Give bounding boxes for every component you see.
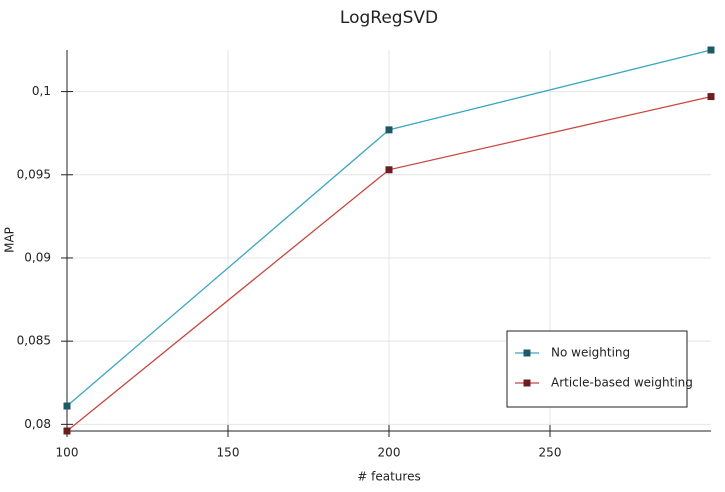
point: [63, 427, 71, 435]
legend-box: [506, 330, 688, 408]
x-tick-label: 150: [217, 446, 240, 460]
y-tick-label: 0,095: [17, 167, 51, 181]
chart-title: LogRegSVD: [340, 8, 438, 28]
x-tick-label: 100: [56, 446, 79, 460]
point: [63, 402, 71, 410]
legend-label: Article-based weighting: [551, 376, 693, 390]
legend-marker: [523, 349, 531, 357]
x-axis-label: # features: [357, 470, 420, 484]
point: [707, 46, 715, 54]
x-tick-label: 250: [539, 446, 562, 460]
point: [385, 166, 393, 174]
y-tick-label: 0,1: [32, 84, 51, 98]
x-tick-label: 200: [378, 446, 401, 460]
point: [385, 126, 393, 134]
legend-marker: [523, 379, 531, 387]
legend-label: No weighting: [551, 346, 630, 360]
point: [707, 93, 715, 101]
y-axis-label: MAP: [3, 227, 17, 253]
y-tick-label: 0,08: [24, 417, 51, 431]
y-tick-label: 0,09: [24, 250, 51, 264]
y-tick-label: 0,085: [17, 334, 51, 348]
